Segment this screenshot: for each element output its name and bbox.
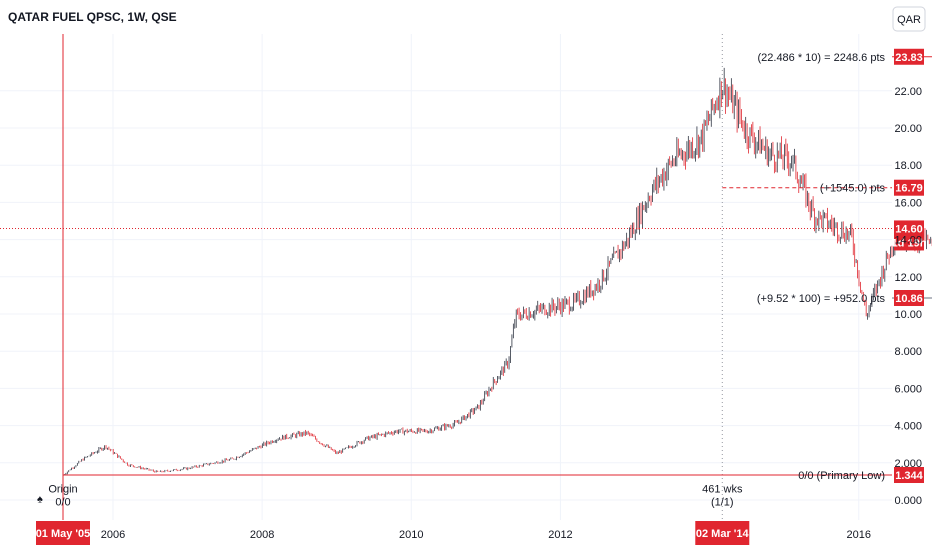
price-badge xyxy=(894,467,924,484)
y-tick-label: 14.00 xyxy=(894,235,922,247)
time-axis[interactable]: 20062008201020122016202220242028203001 M… xyxy=(36,521,932,545)
date-badge xyxy=(695,521,750,545)
date-badge-label: 01 May '05 xyxy=(36,528,91,540)
price-badge-label: 1.344 xyxy=(895,470,923,482)
y-tick-label: 10.00 xyxy=(894,309,922,321)
annotation-text: (1/1) xyxy=(711,497,734,509)
y-tick-label: 12.00 xyxy=(894,272,922,284)
origin-icon: ♠ xyxy=(37,494,43,506)
price-axis[interactable]: 23.83 16.79 14.60 1d 19h 10.86 1.344 0.000 2.00… xyxy=(892,48,927,507)
chart-title: QATAR FUEL QPSC, 1W, QSE xyxy=(8,10,177,24)
price-badge xyxy=(894,290,924,307)
annotation-text: 461 wks xyxy=(702,484,743,496)
countdown-label: 1d 19h xyxy=(892,237,927,249)
x-tick-label: 2012 xyxy=(548,529,572,541)
price-badge-label: 23.83 xyxy=(895,52,923,64)
y-tick-label: 2.000 xyxy=(894,458,922,470)
y-tick-label: 22.00 xyxy=(894,86,922,98)
currency-button[interactable] xyxy=(892,6,926,32)
x-tick-label: 2008 xyxy=(250,529,274,541)
price-badge-label: 14.60 xyxy=(895,223,923,235)
y-tick-label: 18.00 xyxy=(894,160,922,172)
annotation-text: Origin xyxy=(48,484,77,496)
y-tick-label: 20.00 xyxy=(894,123,922,135)
price-level-note: 0/0 (Primary Low) xyxy=(798,470,885,482)
y-tick-label: 4.000 xyxy=(894,421,922,433)
date-badge xyxy=(36,521,90,545)
price-level-note: (+1545.0) pts xyxy=(820,183,886,195)
x-tick-label: 2016 xyxy=(847,529,871,541)
price-level-note: (22.486 * 10) = 2248.6 pts xyxy=(757,52,885,64)
price-badge-label: 10.86 xyxy=(895,293,923,305)
price-level-note: (+9.52 * 100) = +952.0 pts xyxy=(757,293,886,305)
date-badge-label: 02 Mar '14 xyxy=(696,528,750,540)
y-tick-label: 6.000 xyxy=(894,383,922,395)
y-tick-label: 8.000 xyxy=(894,346,922,358)
annotation-text: 0/0 xyxy=(55,497,70,509)
time-cycle-lines xyxy=(62,34,723,520)
price-badge xyxy=(894,48,924,65)
price-badge xyxy=(894,179,924,196)
x-tick-label: 2006 xyxy=(101,529,125,541)
grid-lines xyxy=(0,34,892,520)
price-levels: (22.486 * 10) = 2248.6 pts (+1545.0) pts (… xyxy=(0,52,932,482)
price-badge-label: 16.79 xyxy=(895,183,923,195)
y-tick-label: 16.00 xyxy=(894,197,922,209)
price-badge xyxy=(894,220,924,251)
y-tick-label: 0.000 xyxy=(894,495,922,507)
currency-label: QAR xyxy=(897,14,921,26)
x-tick-label: 2010 xyxy=(399,529,423,541)
price-candles xyxy=(62,67,932,476)
